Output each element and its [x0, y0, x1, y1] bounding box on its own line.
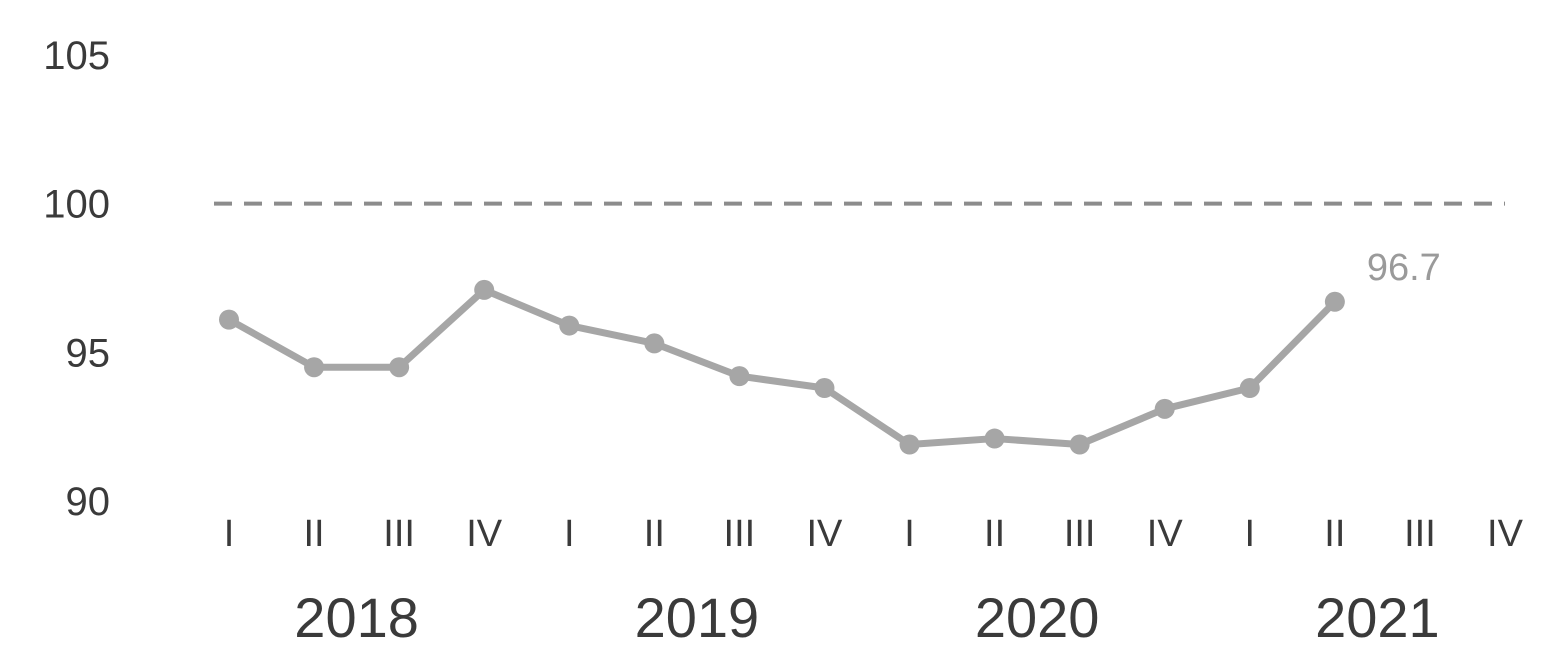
x-tick-year-label: 2019: [635, 586, 760, 647]
data-point: [984, 428, 1005, 449]
y-tick-label: 90: [66, 480, 111, 524]
annotation-layer: 96.7: [1367, 247, 1441, 289]
data-point: [559, 315, 580, 336]
x-tick-quarter-label: III: [1404, 513, 1436, 555]
x-tick-quarter-label: I: [564, 513, 575, 555]
x-tick-quarter-label: III: [724, 513, 756, 555]
y-tick-label: 95: [66, 331, 111, 375]
x-tick-year-label: 2020: [975, 586, 1100, 647]
y-axis-ticks: 90 95 100 105: [43, 34, 110, 524]
data-point: [729, 366, 750, 387]
x-tick-quarter-label: IV: [1487, 513, 1524, 555]
data-point: [1324, 291, 1345, 312]
data-point: [644, 333, 665, 354]
x-tick-quarter-label: IV: [1147, 513, 1184, 555]
y-tick-label: 105: [43, 34, 110, 78]
data-point: [474, 279, 495, 300]
x-tick-quarter-label: III: [383, 513, 415, 555]
x-tick-quarter-label: I: [224, 513, 235, 555]
data-label: 96.7: [1367, 247, 1441, 289]
x-tick-quarter-label: II: [644, 513, 665, 555]
x-axis-year-labels: 2018 2019 2020 2021: [294, 586, 1439, 647]
x-tick-quarter-label: II: [304, 513, 325, 555]
data-point: [389, 357, 410, 378]
x-tick-quarter-label: II: [1324, 513, 1345, 555]
series-line: [225, 286, 1339, 449]
x-tick-year-label: 2021: [1315, 586, 1440, 647]
data-point: [1154, 398, 1175, 419]
data-point: [219, 309, 239, 330]
data-point: [304, 357, 325, 378]
x-tick-quarter-label: II: [984, 513, 1005, 555]
x-tick-year-label: 2018: [294, 586, 419, 647]
x-tick-quarter-label: I: [1245, 513, 1256, 555]
data-point: [814, 378, 835, 399]
x-tick-quarter-label: IV: [807, 513, 844, 555]
data-point: [1069, 434, 1090, 455]
x-tick-quarter-label: III: [1064, 513, 1096, 555]
data-point: [899, 434, 920, 455]
y-tick-label: 100: [43, 183, 110, 227]
x-tick-quarter-label: IV: [466, 513, 503, 555]
data-point: [1239, 378, 1260, 399]
x-tick-quarter-label: I: [904, 513, 915, 555]
series-layer: [219, 279, 1345, 455]
x-axis-quarter-labels: I II III IV I II III IV I II III IV I II III IV: [224, 513, 1524, 555]
